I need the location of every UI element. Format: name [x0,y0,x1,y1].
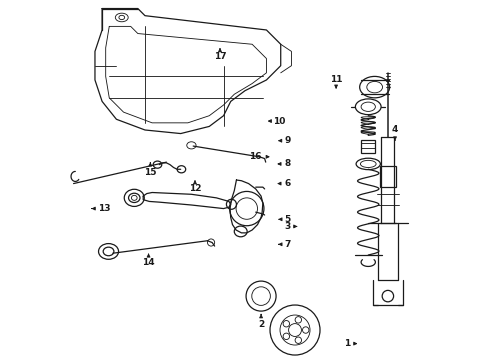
Text: 13: 13 [92,204,110,213]
Text: 9: 9 [279,136,291,145]
Text: 16: 16 [249,152,269,161]
Text: 10: 10 [269,117,285,126]
Text: 7: 7 [279,240,291,249]
Text: 17: 17 [214,49,226,61]
Text: 2: 2 [258,315,264,329]
Text: 15: 15 [144,163,157,177]
Text: 1: 1 [343,339,357,348]
Text: 4: 4 [392,126,398,140]
Text: 8: 8 [278,159,291,168]
Text: 11: 11 [330,76,343,88]
Bar [361,140,375,153]
Text: 3: 3 [285,222,297,231]
Text: 5: 5 [279,215,291,224]
Bar [380,166,396,187]
Text: 14: 14 [142,254,155,267]
Text: 6: 6 [278,179,291,188]
Text: 12: 12 [189,181,201,193]
